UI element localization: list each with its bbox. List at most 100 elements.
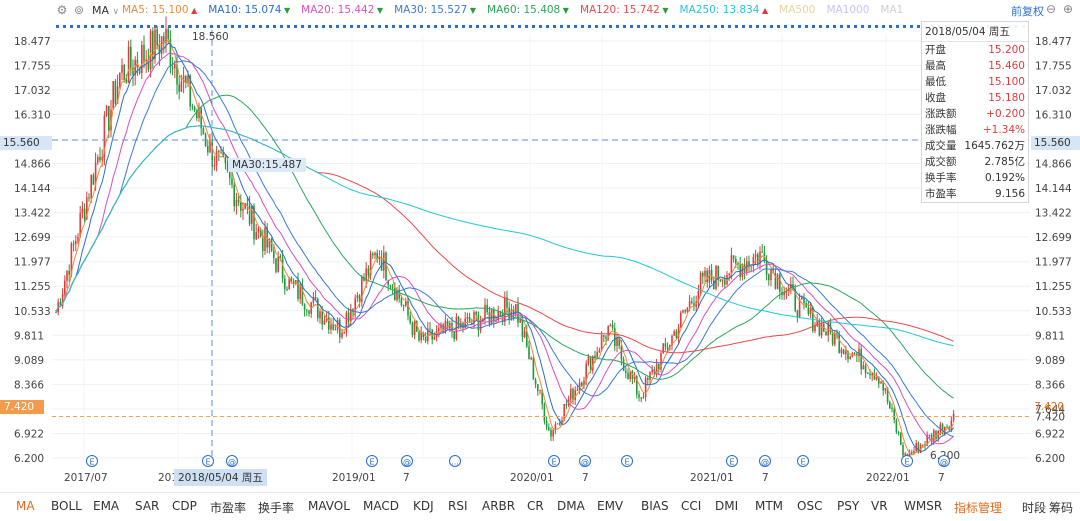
candle-body — [471, 322, 473, 324]
ma-legend-item[interactable]: MA120: 15.742 ▼ — [580, 4, 669, 16]
tooltip-key: 收盘 — [925, 92, 946, 104]
news-marker-dot — [406, 25, 409, 28]
ma-legend-item[interactable]: MA1000 — [826, 4, 869, 16]
candle-body — [453, 331, 455, 340]
tab-5[interactable]: 市盈率 — [210, 501, 247, 515]
zoom-out-icon[interactable]: ⊖ — [1045, 2, 1057, 16]
ma-legend-item[interactable]: MA250: 13.834 ▲ — [680, 4, 769, 16]
tab-23[interactable]: 指标管理 — [954, 501, 1003, 515]
candle-body — [222, 151, 224, 157]
candle-body — [411, 322, 414, 335]
event-marker-glyph: E — [551, 458, 556, 467]
news-marker-dot — [364, 25, 367, 28]
tab-4[interactable]: CDP — [172, 499, 197, 513]
ma-legend-item[interactable]: MA30: 15.527 ▼ — [394, 4, 476, 16]
news-marker-dot — [840, 25, 843, 28]
tab-10[interactable]: RSI — [448, 499, 468, 513]
candle-body — [629, 371, 631, 379]
candle-body — [330, 324, 332, 330]
event-marker-icon — [938, 455, 950, 467]
y-tick-label: 17.755 — [1035, 60, 1072, 72]
tab-19[interactable]: OSC — [797, 499, 823, 513]
news-marker-dot — [217, 25, 220, 28]
candle-body — [913, 451, 915, 454]
candle-body — [842, 349, 845, 355]
tab-24[interactable]: 时段 — [1022, 501, 1047, 515]
tab-13[interactable]: DMA — [557, 499, 585, 513]
settings-gear-icon[interactable]: ⚙ — [56, 3, 68, 17]
candle-body — [693, 303, 695, 307]
tab-15[interactable]: BIAS — [641, 499, 669, 513]
event-marker-glyph: … — [451, 458, 459, 467]
tab-22[interactable]: WMSR — [904, 499, 943, 513]
news-marker-dot — [273, 25, 276, 28]
adjust-restore-button[interactable]: 前复权 — [1011, 5, 1044, 18]
candle-body — [647, 378, 649, 380]
ma-legend-item[interactable]: MA500 — [779, 4, 815, 16]
ma-legend-item[interactable]: MA1 — [880, 4, 903, 16]
tooltip-row: 市盈率 9.156 — [922, 186, 1028, 202]
ma-legend-item[interactable]: MA5: 15.100 ▲ — [122, 4, 197, 16]
news-marker-dot — [308, 25, 311, 28]
ma-legend-item[interactable]: MA10: 15.074 ▼ — [208, 4, 290, 16]
candle-body — [158, 45, 161, 55]
ma250-line — [55, 125, 954, 347]
tooltip-key: 涨跌额 — [925, 108, 957, 120]
candle-body — [226, 163, 229, 171]
candle-body — [935, 430, 937, 439]
event-marker-icon — [401, 455, 413, 467]
ma-legend-item[interactable]: MA60: 15.408 ▼ — [487, 4, 569, 16]
news-marker-dot — [728, 25, 731, 28]
tab-25[interactable]: 筹码 — [1049, 501, 1074, 515]
news-marker-dot — [805, 25, 808, 28]
tab-3[interactable]: SAR — [135, 499, 160, 513]
candle-body — [655, 363, 658, 375]
candle-body — [242, 208, 244, 211]
tab-2[interactable]: EMA — [93, 499, 120, 513]
tooltip-row: 收盘 15.180 — [922, 90, 1028, 106]
candle-body — [72, 243, 75, 245]
candle-body — [554, 424, 557, 431]
candle-body — [704, 270, 706, 277]
candle-body — [387, 279, 389, 285]
news-marker-dot — [392, 25, 395, 28]
tooltip-value: 15.180 — [988, 92, 1025, 104]
candle-body — [605, 336, 607, 339]
tab-11[interactable]: ARBR — [482, 499, 516, 513]
tab-9[interactable]: KDJ — [413, 499, 434, 513]
candle-body — [666, 346, 669, 350]
tab-8[interactable]: MACD — [363, 499, 399, 513]
ma-legend-item[interactable]: MA20: 15.442 ▼ — [301, 4, 383, 16]
indicator-select[interactable]: MA ∨ — [92, 4, 120, 17]
candle-body — [592, 355, 594, 371]
tab-7[interactable]: MAVOL — [308, 499, 350, 513]
tab-12[interactable]: CR — [527, 499, 544, 513]
news-marker-dot — [175, 25, 178, 28]
event-marker-glyph: E — [800, 458, 805, 467]
event-marker-icon — [579, 455, 591, 467]
news-marker-dot — [245, 25, 248, 28]
tab-6[interactable]: 换手率 — [258, 501, 295, 515]
news-marker-dot — [448, 25, 451, 28]
tooltip-key: 最高 — [925, 60, 946, 72]
tab-20[interactable]: PSY — [837, 499, 860, 513]
tab-14[interactable]: EMV — [597, 499, 624, 513]
candle-body — [882, 381, 884, 391]
candle-body — [380, 257, 383, 271]
news-marker-dot — [252, 25, 255, 28]
kline-chart[interactable]: 18.477 18.477 17.755 17.755 17.032 17.032 16.3… — [0, 0, 1080, 492]
tab-1[interactable]: BOLL — [51, 499, 82, 513]
y-tick-label: 13.422 — [1035, 208, 1072, 220]
tab-16[interactable]: CCI — [681, 499, 702, 513]
zoom-in-icon[interactable]: ⊕ — [1062, 2, 1074, 16]
tab-0[interactable]: MA — [16, 499, 35, 513]
candle-body — [631, 371, 634, 379]
tab-18[interactable]: MTM — [755, 499, 784, 513]
ma-legend-label: MA1 — [880, 4, 904, 16]
ma-legend-label: MA60: 15.408 — [487, 4, 561, 16]
y-tick-label-left: 9.089 — [14, 355, 44, 367]
compare-icon[interactable]: ⊚ — [73, 3, 85, 17]
tab-17[interactable]: DMI — [715, 499, 739, 513]
tooltip-key: 市盈率 — [925, 188, 957, 200]
tab-21[interactable]: VR — [871, 499, 888, 513]
